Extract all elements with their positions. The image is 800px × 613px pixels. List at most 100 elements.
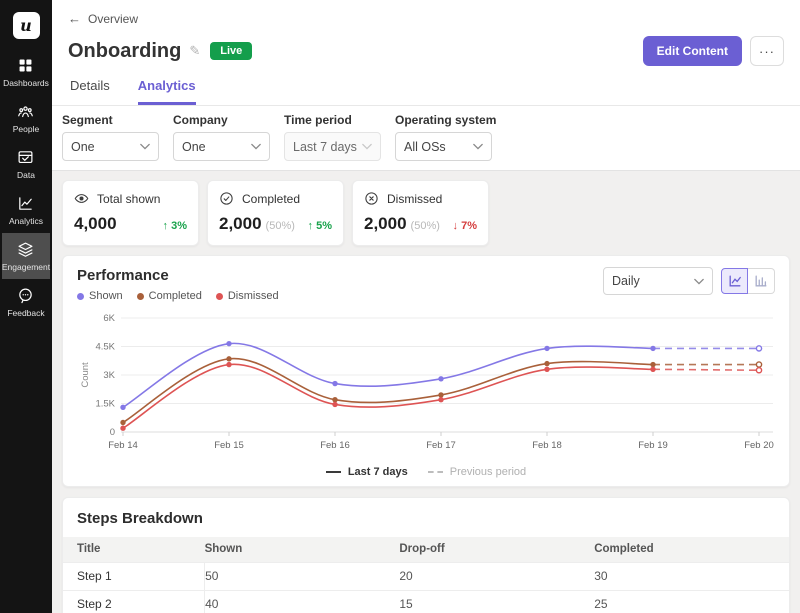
table-row: Step 2 40 15 25: [63, 589, 789, 613]
filter-select-time-period[interactable]: Last 7 days: [284, 132, 381, 161]
legend-label: Dismissed: [227, 290, 279, 302]
svg-text:4.5K: 4.5K: [95, 342, 115, 353]
legend-label: Shown: [89, 290, 123, 302]
check-circle-icon: [219, 191, 234, 206]
stat-value: 2,000: [219, 214, 262, 233]
stat-value: 4,000: [74, 214, 117, 233]
filter-bar: Segment One Company One Time period Last 7 da…: [52, 106, 800, 171]
period-legend-label: Previous period: [449, 466, 527, 478]
title-row: Onboarding ✎ Live Edit Content ···: [68, 36, 784, 66]
stat-card-completed: Completed 2,000 (50%) ↑ 5%: [207, 180, 344, 246]
sidebar-item-dashboards[interactable]: Dashboards: [2, 49, 50, 95]
filter-select-operating-system[interactable]: All OSs: [395, 132, 492, 161]
more-options-button[interactable]: ···: [750, 36, 784, 66]
filter-select-value: Last 7 days: [293, 139, 357, 154]
eye-icon: [74, 191, 89, 206]
sidebar-item-data[interactable]: Data: [2, 141, 50, 187]
period-select[interactable]: Daily: [603, 267, 713, 295]
step-value-cell: 20: [399, 561, 595, 590]
filter-select-value: All OSs: [404, 139, 446, 154]
stat-sub-value: (50%): [265, 220, 295, 232]
line-chart-toggle[interactable]: [721, 268, 748, 294]
svg-text:6K: 6K: [103, 313, 115, 324]
performance-chart: 0 1.5K 3K 4.5K 6K Feb 14 Feb 15 Feb 16 Feb 17 Feb…: [77, 310, 775, 461]
filter-select-value: One: [71, 139, 95, 154]
chart-type-toggle-group: [721, 268, 775, 294]
steps-column-drop-off: Drop-off: [399, 537, 595, 562]
filter-group-segment: Segment One: [62, 113, 159, 161]
performance-controls: Daily: [603, 267, 775, 295]
svg-text:Feb 19: Feb 19: [638, 440, 668, 451]
sidebar-item-analytics[interactable]: Analytics: [2, 187, 50, 233]
edit-title-pencil-icon[interactable]: ✎: [189, 43, 201, 58]
stat-value: 2,000: [364, 214, 407, 233]
sidebar-item-engagement[interactable]: Engagement: [1, 233, 51, 279]
steps-column-title: Title: [63, 537, 205, 562]
stats-row: Total shown 4,000 ↑ 3% Completed 2,000 (50%) ↑…: [52, 171, 800, 249]
steps-breakdown-title: Steps Breakdown: [77, 510, 203, 527]
bar-chart-toggle[interactable]: [748, 268, 775, 294]
x-circle-icon: [364, 191, 379, 206]
solid-line-swatch-icon: [325, 471, 341, 473]
steps-column-completed: Completed: [594, 537, 789, 562]
status-badge: Live: [210, 42, 253, 60]
sidebar-item-label: Dashboards: [3, 78, 49, 88]
steps-breakdown-card: Steps Breakdown Title Shown Drop-off Comple…: [62, 497, 790, 613]
step-value-cell: 40: [204, 589, 400, 613]
breadcrumb[interactable]: ← Overview: [68, 11, 138, 26]
chevron-down-icon: [140, 143, 150, 150]
page-header: ← Overview Onboarding ✎ Live Edit Conten…: [52, 0, 800, 106]
tab-bar: Details Analytics: [68, 78, 784, 105]
sidebar-item-label: Analytics: [8, 216, 43, 226]
performance-title: Performance: [77, 267, 169, 284]
legend-item-completed[interactable]: Completed: [136, 290, 202, 302]
stat-trend: ↓ 7%: [452, 220, 477, 232]
filter-label: Operating system: [395, 113, 497, 127]
stat-label: Total shown: [97, 191, 161, 206]
line-chart-icon: [17, 195, 34, 212]
performance-header: Performance Shown Completed Dismissed Dail…: [77, 267, 775, 302]
svg-text:Count: Count: [80, 362, 91, 388]
trend-up-arrow-icon: ↑: [307, 220, 314, 232]
svg-text:Feb 14: Feb 14: [108, 440, 138, 451]
chevron-down-icon: [694, 278, 704, 285]
legend-item-dismissed[interactable]: Dismissed: [215, 290, 279, 302]
svg-text:Feb 18: Feb 18: [532, 440, 562, 451]
filter-select-segment[interactable]: One: [62, 132, 159, 161]
sidebar-item-label: Feedback: [7, 308, 45, 318]
chevron-down-icon: [473, 143, 483, 150]
legend-dot-icon: [77, 292, 84, 300]
period-legend-previous-period: Previous period: [427, 466, 527, 478]
app-logo[interactable]: u: [12, 12, 40, 39]
stat-label: Completed: [242, 191, 301, 206]
data-window-icon: [17, 149, 34, 166]
tab-analytics[interactable]: Analytics: [137, 78, 196, 105]
legend-item-shown[interactable]: Shown: [77, 290, 123, 302]
sidebar-item-label: Data: [17, 170, 35, 180]
step-value-cell: 50: [204, 561, 400, 590]
svg-text:Feb 17: Feb 17: [426, 440, 456, 451]
legend-dot-icon: [136, 292, 144, 300]
filter-label: Time period: [284, 113, 352, 127]
tab-details[interactable]: Details: [70, 78, 110, 93]
steps-table: Title Shown Drop-off Completed Step 1 50 20 30…: [63, 537, 789, 613]
edit-content-button[interactable]: Edit Content: [642, 36, 742, 66]
steps-table-header-row: Title Shown Drop-off Completed: [63, 537, 789, 562]
period-legend: Last 7 days Previous period: [77, 461, 775, 482]
stat-trend: ↑ 5%: [307, 220, 332, 232]
sidebar-item-feedback[interactable]: Feedback: [2, 279, 50, 325]
period-legend-last-7-days: Last 7 days: [325, 466, 408, 478]
sidebar-item-people[interactable]: People: [2, 95, 50, 141]
svg-text:3K: 3K: [103, 370, 115, 381]
filter-select-company[interactable]: One: [173, 132, 270, 161]
filter-select-value: One: [182, 139, 206, 154]
performance-card: Performance Shown Completed Dismissed Dail…: [62, 255, 790, 487]
period-select-value: Daily: [612, 274, 640, 288]
sidebar: u Dashboards People Data Analytics Engagemen…: [0, 0, 52, 613]
step-title-cell: Step 1: [63, 561, 206, 590]
layers-icon: [17, 241, 34, 258]
sidebar-nav: Dashboards People Data Analytics Engagement F…: [1, 49, 51, 325]
step-value-cell: 15: [399, 589, 595, 613]
back-arrow-icon: ←: [68, 11, 81, 26]
stat-label: Dismissed: [387, 191, 443, 206]
